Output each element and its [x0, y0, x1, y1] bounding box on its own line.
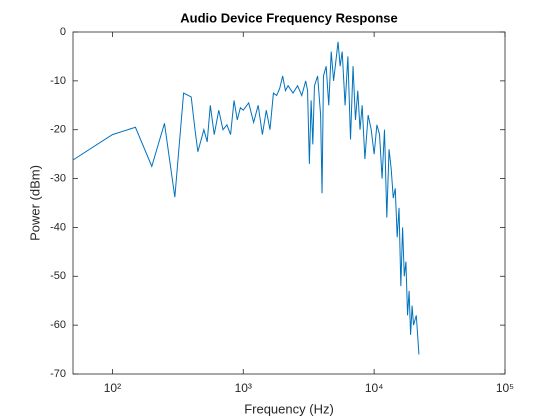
line-series: [72, 41, 420, 355]
chart-title: Audio Device Frequency Response: [180, 10, 397, 25]
y-tick-label: -40: [50, 221, 66, 233]
x-axis-label: Frequency (Hz): [244, 401, 334, 416]
x-tick-label: 10⁵: [496, 381, 514, 395]
y-tick-label: -30: [50, 172, 66, 184]
y-tick-label: -20: [50, 124, 66, 136]
y-tick-label: -50: [50, 270, 66, 282]
y-axis-label: Power (dBm): [27, 165, 42, 241]
y-tick-label: 0: [60, 26, 66, 38]
x-tick-label: 10³: [235, 381, 252, 395]
plot-frame: [72, 31, 506, 375]
y-tick-label: -60: [50, 319, 66, 331]
x-tick-label: 10⁴: [365, 381, 384, 395]
x-tick-label: 10²: [104, 381, 121, 395]
y-tick-label: -70: [50, 368, 66, 380]
y-tick-label: -10: [50, 75, 66, 87]
